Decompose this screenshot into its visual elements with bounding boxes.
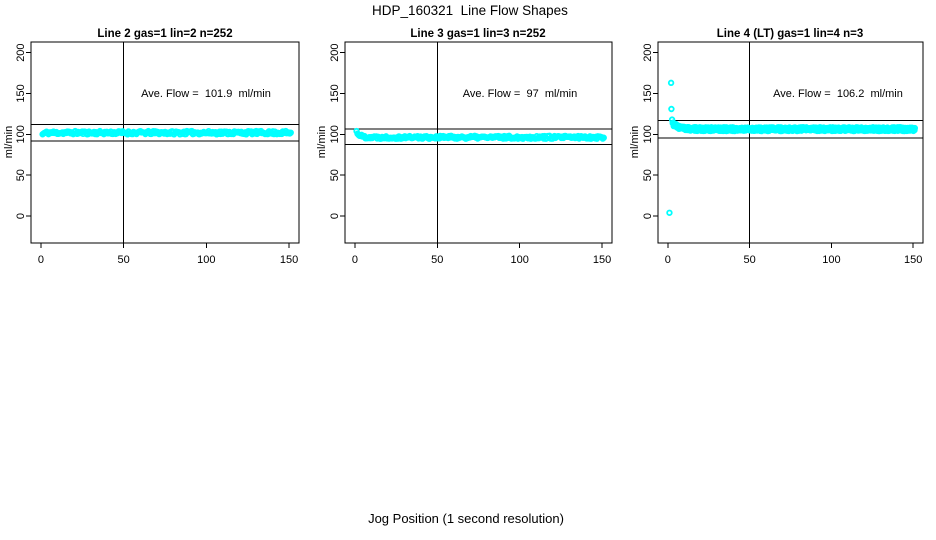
x-tick-label: 50 [431, 254, 443, 266]
data-points [353, 127, 607, 142]
x-tick-label: 150 [904, 254, 922, 266]
plot-box [30, 41, 300, 244]
y-tick-label: 0 [15, 213, 27, 219]
x-tick-label: 100 [511, 254, 529, 266]
y-tick-label: 50 [15, 169, 27, 181]
y-tick-label: 200 [642, 43, 654, 61]
x-tick-label: 100 [197, 254, 215, 266]
y-tick-label: 150 [15, 84, 27, 102]
ave-flow-annotation-3: Ave. Flow = 106.2 ml/min [773, 88, 903, 100]
panel-title-2: Line 3 gas=1 lin=3 n=252 [410, 28, 545, 40]
y-tick-label: 200 [15, 43, 27, 61]
y-tick-label: 0 [642, 213, 654, 219]
y-tick-label: 0 [329, 213, 341, 219]
data-point-outlier [668, 105, 675, 113]
x-tick-label: 100 [822, 254, 840, 266]
x-tick-label: 50 [743, 254, 755, 266]
y-tick-label: 100 [329, 125, 341, 143]
plot-box [344, 41, 613, 244]
plot-box [657, 41, 924, 244]
figure-title: HDP_160321 Line Flow Shapes [372, 3, 568, 18]
y-axis-label-3: ml/min [629, 126, 641, 158]
y-tick-label: 50 [642, 169, 654, 181]
x-tick-label: 50 [118, 254, 130, 266]
x-tick-label: 150 [280, 254, 298, 266]
y-axis-label-1: ml/min [3, 126, 15, 158]
panel-title-3: Line 4 (LT) gas=1 lin=4 n=3 [717, 28, 863, 40]
y-tick-label: 100 [642, 125, 654, 143]
data-points [666, 79, 919, 216]
data-point [911, 124, 919, 132]
x-tick-label: 150 [593, 254, 611, 266]
y-tick-label: 200 [329, 43, 341, 61]
panel-plot-2: 0 50 100 150 0 50 100 150 200 [329, 41, 613, 266]
x-tick-label: 0 [352, 254, 358, 266]
data-point [600, 134, 607, 141]
data-point-outlier [667, 79, 675, 87]
x-tick-label: 0 [38, 254, 44, 266]
panel-title-1: Line 2 gas=1 lin=2 n=252 [97, 28, 232, 40]
data-point-outlier [666, 209, 673, 216]
panel-plot-3: 0 50 100 150 0 50 100 150 200 [642, 41, 924, 266]
x-axis-label: Jog Position (1 second resolution) [368, 511, 564, 526]
x-tick-label: 0 [665, 254, 671, 266]
y-tick-label: 150 [642, 84, 654, 102]
data-point [287, 129, 294, 136]
y-tick-label: 100 [15, 125, 27, 143]
y-axis-label-2: ml/min [316, 126, 328, 158]
ave-flow-annotation-1: Ave. Flow = 101.9 ml/min [141, 88, 271, 100]
y-tick-label: 50 [329, 169, 341, 181]
ave-flow-annotation-2: Ave. Flow = 97 ml/min [463, 88, 577, 100]
data-points [39, 127, 294, 138]
y-tick-label: 150 [329, 84, 341, 102]
panel-plot-1: 0 50 100 150 0 50 100 150 200 [15, 41, 300, 266]
